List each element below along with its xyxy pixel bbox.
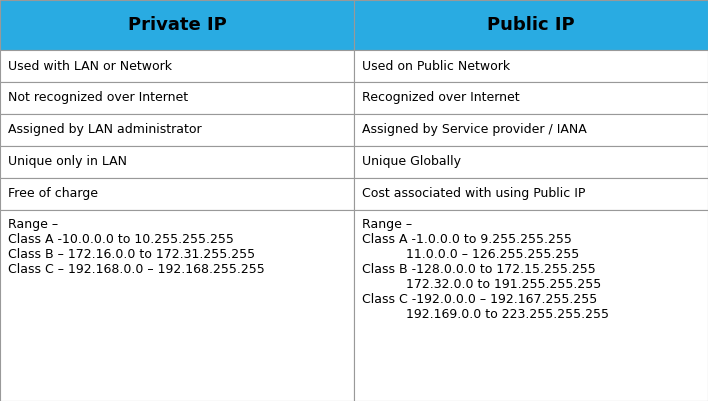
Bar (354, 50, 708, 82)
Bar (354, 146, 708, 178)
Bar (0, 0, 354, 50)
Bar (0, 114, 354, 146)
Text: Free of charge: Free of charge (8, 188, 98, 200)
Text: Private IP: Private IP (127, 16, 227, 34)
Text: Public IP: Public IP (487, 16, 575, 34)
Bar (0, 210, 354, 401)
Text: Used on Public Network: Used on Public Network (362, 59, 510, 73)
Bar (0, 50, 354, 82)
Bar (354, 0, 708, 50)
Text: Used with LAN or Network: Used with LAN or Network (8, 59, 172, 73)
Text: Unique Globally: Unique Globally (362, 156, 461, 168)
Text: Not recognized over Internet: Not recognized over Internet (8, 91, 188, 105)
Text: Range –
Class A -1.0.0.0 to 9.255.255.255
           11.0.0.0 – 126.255.255.255
: Range – Class A -1.0.0.0 to 9.255.255.25… (362, 218, 609, 321)
Bar (354, 114, 708, 146)
Bar (354, 178, 708, 210)
Bar (354, 210, 708, 401)
Text: WWW.IPWITHEASE.COM: WWW.IPWITHEASE.COM (252, 225, 456, 353)
Bar (0, 178, 354, 210)
Text: Unique only in LAN: Unique only in LAN (8, 156, 127, 168)
Text: Assigned by Service provider / IANA: Assigned by Service provider / IANA (362, 124, 587, 136)
Text: Recognized over Internet: Recognized over Internet (362, 91, 520, 105)
Bar (0, 82, 354, 114)
Text: Cost associated with using Public IP: Cost associated with using Public IP (362, 188, 586, 200)
Text: Range –
Class A -10.0.0.0 to 10.255.255.255
Class B – 172.16.0.0 to 172.31.255.2: Range – Class A -10.0.0.0 to 10.255.255.… (8, 218, 265, 276)
Bar (354, 82, 708, 114)
Bar (0, 146, 354, 178)
Text: Assigned by LAN administrator: Assigned by LAN administrator (8, 124, 202, 136)
